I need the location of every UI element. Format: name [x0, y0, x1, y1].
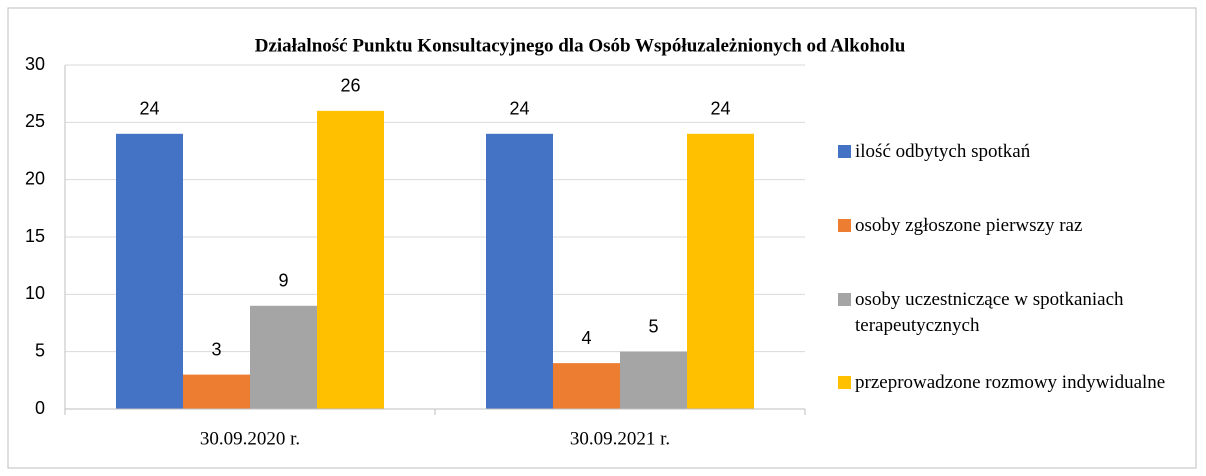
y-tick-label: 5	[35, 340, 45, 360]
legend-entry: osoby zgłoszone pierwszy raz	[855, 215, 1083, 236]
legend-swatch	[838, 376, 851, 389]
data-label: 5	[648, 316, 658, 336]
bar	[250, 305, 317, 409]
bar	[486, 133, 553, 410]
bar	[116, 133, 183, 410]
bar	[317, 110, 384, 409]
legend-entry: osoby uczestniczące w spotkaniach terape…	[855, 289, 1124, 336]
y-tick-label: 0	[35, 398, 45, 418]
data-label: 24	[139, 99, 159, 119]
y-tick-label: 30	[25, 54, 45, 74]
legend-swatch	[838, 219, 851, 232]
data-label: 3	[211, 339, 221, 359]
bar	[687, 133, 754, 410]
y-tick-label: 20	[25, 168, 45, 188]
legend-swatch	[838, 293, 851, 306]
legend-entry: przeprowadzone rozmowy indywidualne	[855, 372, 1166, 393]
legend-entry: ilość odbytych spotkań	[855, 141, 1031, 162]
legend-label: ilość odbytych spotkań	[855, 141, 1031, 162]
data-label: 26	[340, 76, 360, 96]
legend-label: osoby zgłoszone pierwszy raz	[855, 215, 1083, 236]
bar	[553, 363, 620, 409]
x-tick-label: 30.09.2020 r.	[200, 428, 300, 449]
x-tick-label: 30.09.2021 r.	[570, 428, 670, 449]
data-label: 9	[278, 271, 288, 291]
legend-label: przeprowadzone rozmowy indywidualne	[855, 372, 1166, 393]
legend-label: osoby uczestniczące w spotkaniach terape…	[855, 289, 1124, 336]
data-label: 4	[581, 328, 591, 348]
bar	[183, 374, 250, 409]
data-label: 24	[710, 99, 730, 119]
y-tick-label: 25	[25, 111, 45, 131]
y-tick-label: 15	[25, 226, 45, 246]
legend-swatch	[838, 145, 851, 158]
data-label: 24	[509, 99, 529, 119]
bar	[620, 351, 687, 409]
chart-title: Działalność Punktu Konsultacyjnego dla O…	[255, 35, 906, 56]
y-tick-label: 10	[25, 283, 45, 303]
